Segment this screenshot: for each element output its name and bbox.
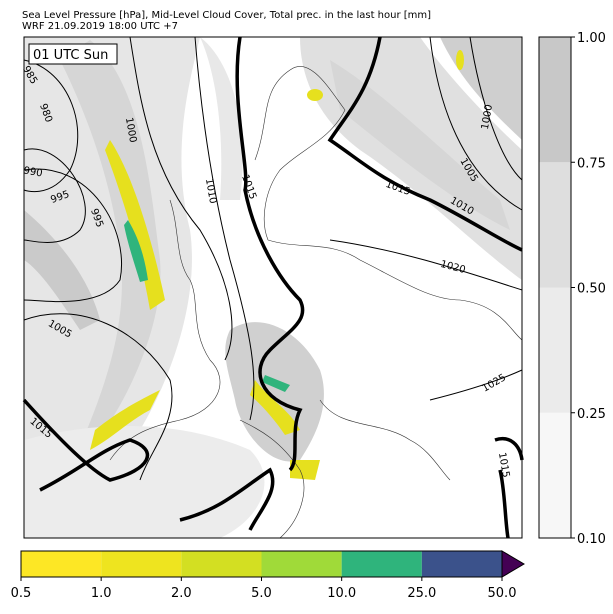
precip-tick-label: 0.5 xyxy=(11,586,32,601)
cloud-tick-label: 0.25 xyxy=(577,407,606,422)
map: 01 UTC Sun xyxy=(22,36,524,539)
precip-tick-label: 1.0 xyxy=(91,586,112,601)
cloud-color-step xyxy=(539,412,571,538)
precip-tick-label: 5.0 xyxy=(251,586,272,601)
precip-color-step xyxy=(341,551,422,577)
precip-tick-label: 10.0 xyxy=(327,586,356,601)
isobar-label: 1015 xyxy=(496,452,511,479)
cloud-tick-label: 0.50 xyxy=(577,282,606,297)
isobar-label: 1010 xyxy=(203,178,218,205)
precip-extend xyxy=(501,550,525,578)
precip-color-step xyxy=(101,551,182,577)
title-line: Sea Level Pressure [hPa], Mid-Level Clou… xyxy=(22,10,431,21)
cloud-color-step xyxy=(539,37,571,163)
isobar-label: 1000 xyxy=(480,104,495,131)
isobar-label: 990 xyxy=(23,165,44,179)
cloud-tick-label: 1.00 xyxy=(577,31,606,46)
title-line: WRF 21.09.2019 18:00 UTC +7 xyxy=(22,21,178,32)
cloud-tick-label: 0.10 xyxy=(577,532,606,547)
time-box xyxy=(28,43,118,65)
cloud-tick-label: 0.75 xyxy=(577,156,606,171)
cloud-color-step xyxy=(539,162,571,288)
precip-tick-label: 25.0 xyxy=(407,586,436,601)
precip-color-step xyxy=(181,551,262,577)
precip-color-step xyxy=(261,551,342,577)
precip-color-step xyxy=(21,551,102,577)
precip-color-step xyxy=(421,551,502,577)
isobar-label: 1000 xyxy=(123,117,138,144)
cloud-color-step xyxy=(539,287,571,413)
precip-tick-label: 50.0 xyxy=(488,586,517,601)
precip-tick-label: 2.0 xyxy=(171,586,192,601)
time-label: 01 UTC Sun xyxy=(33,48,108,63)
